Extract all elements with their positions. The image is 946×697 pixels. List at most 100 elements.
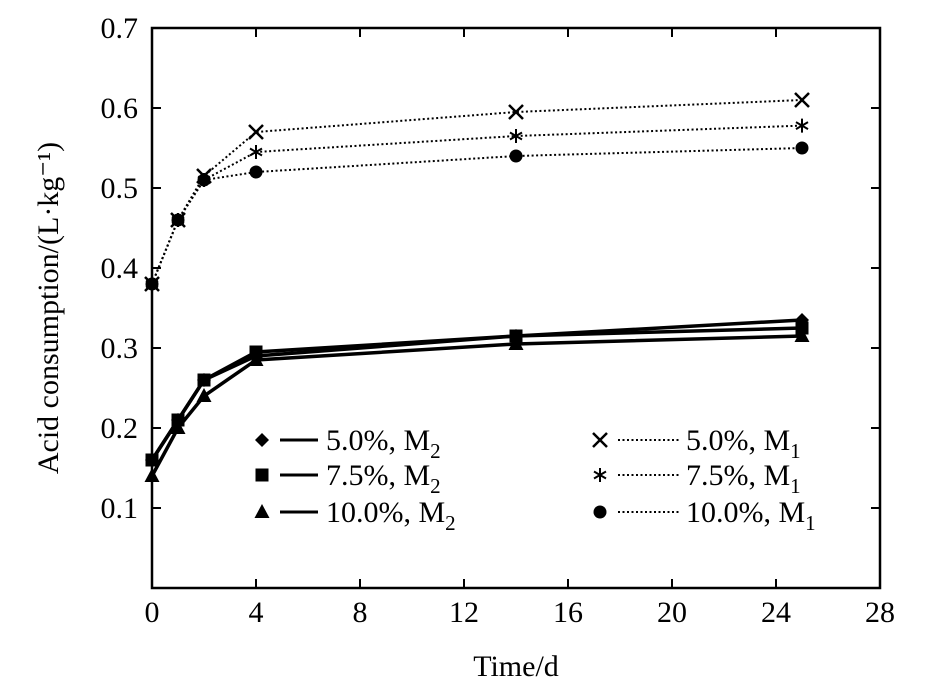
triangle-shape [170,420,186,434]
data-point [145,277,159,291]
square-shape [197,373,211,387]
data-point [197,173,211,187]
legend-label-main: 10.0%, M [686,496,805,529]
data-point [508,104,524,120]
x-shape [592,432,608,448]
data-point [197,373,211,387]
legend-label-main: 5.0%, M [686,424,790,457]
series-layer [144,92,810,482]
legend-label: 5.0%, M2 [326,424,441,463]
y-tick-label: 0.1 [101,492,139,525]
legend-label: 5.0%, M1 [686,424,801,463]
series-line-3 [150,334,803,477]
x-axis-title: Time/d [473,650,559,683]
star-shape [249,145,263,159]
data-point [196,388,212,402]
legend-marker [255,433,269,447]
circle-shape [145,277,159,291]
y-tick-label: 0.6 [101,92,139,125]
square-shape [145,453,159,467]
data-point [248,352,264,366]
triangle-shape [254,504,270,518]
diamond-shape [255,433,269,447]
legend-label-subscript: 1 [790,474,801,498]
square-shape [255,468,269,482]
legend-label-main: 7.5%, M [326,459,430,492]
circle-shape [171,213,185,227]
x-tick-label: 24 [761,596,791,629]
x-tick-label: 12 [449,596,479,629]
legend-marker [255,468,269,482]
y-tick-label: 0.4 [101,252,139,285]
legend-label: 10.0%, M1 [686,496,816,535]
legend-item: 5.0%, M1 [592,424,801,463]
legend-marker [593,505,607,519]
triangle-shape [794,328,810,342]
data-point [794,328,810,342]
legend-item: 10.0%, M1 [593,496,816,535]
plot-frame [150,26,882,590]
y-axis-title: Acid consumption/(L·kg⁻¹) [32,142,65,474]
legend-label-subscript: 2 [445,511,456,535]
data-point [171,213,185,227]
x-tick-label: 4 [249,596,264,629]
y-tick-label: 0.5 [101,172,139,205]
y-tick-label: 0.3 [101,332,139,365]
circle-shape [593,505,607,519]
star-shape [795,118,809,133]
data-point [795,118,809,133]
data-point [509,129,523,143]
series-line-4 [151,99,803,285]
y-tick-label: 0.2 [101,412,139,445]
axis-ticks: 0 4 8 12 16 20 24 280.10.20.30.40.50.60.7 [101,12,896,629]
legend-marker [592,432,608,448]
data-point [248,124,264,140]
x-tick-label: 8 [353,596,368,629]
legend-label-main: 5.0%, M [326,424,430,457]
series-line-6 [151,147,803,285]
x-tick-label: 0 [145,596,160,629]
legend-item: 5.0%, M2 [255,424,441,463]
data-point [794,92,810,108]
data-point [249,165,263,179]
legend-label: 10.0%, M2 [326,496,456,535]
triangle-shape [196,388,212,402]
star-shape [509,129,523,143]
circle-shape [509,149,523,163]
legend-label-subscript: 2 [430,439,441,463]
star-shape [593,468,607,482]
data-point [145,453,159,467]
y-tick-label: 0.7 [101,12,139,45]
data-point [170,420,186,434]
legend-item: 7.5%, M2 [255,459,441,498]
x-shape [248,124,264,140]
circle-shape [197,173,211,187]
legend-label: 7.5%, M2 [326,459,441,498]
circle-shape [795,141,809,155]
data-point [795,141,809,155]
legend-label-subscript: 1 [805,511,816,535]
legend-label-main: 10.0%, M [326,496,445,529]
legend-label-subscript: 2 [430,474,441,498]
legend-marker [593,468,607,482]
legend-label-subscript: 1 [790,439,801,463]
data-point [249,145,263,159]
x-tick-label: 28 [865,596,895,629]
series-line-2 [150,326,803,461]
data-point [144,468,160,482]
triangle-shape [144,468,160,482]
data-point [508,336,524,350]
legend-label-main: 7.5%, M [686,459,790,492]
x-tick-label: 16 [553,596,583,629]
x-shape [794,92,810,108]
x-shape [508,104,524,120]
data-point [509,149,523,163]
legend-item: 10.0%, M2 [254,496,456,535]
x-tick-label: 20 [657,596,687,629]
legend-marker [254,504,270,518]
legend-item: 7.5%, M1 [593,459,801,498]
triangle-shape [248,352,264,366]
